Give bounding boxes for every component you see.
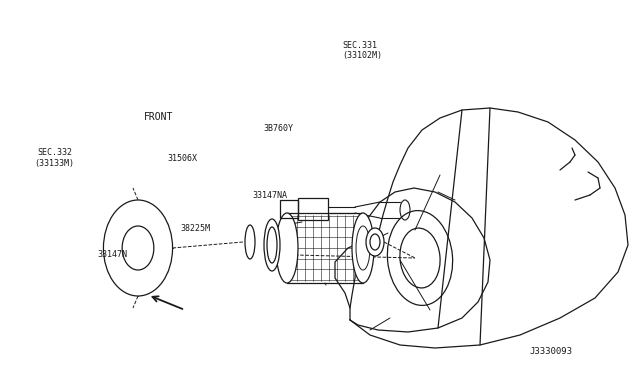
Text: SEC.331
(33102M): SEC.331 (33102M) <box>342 41 383 60</box>
Text: 38225M: 38225M <box>180 224 210 233</box>
Text: J3330093: J3330093 <box>530 347 573 356</box>
Ellipse shape <box>245 225 255 259</box>
Ellipse shape <box>122 226 154 270</box>
Bar <box>280 200 298 218</box>
Text: 31506X: 31506X <box>168 154 197 163</box>
Ellipse shape <box>356 226 370 270</box>
Ellipse shape <box>366 228 384 256</box>
Text: SEC.332
(33133M): SEC.332 (33133M) <box>35 148 74 168</box>
Text: FRONT: FRONT <box>144 112 173 122</box>
Bar <box>298 198 328 220</box>
Ellipse shape <box>267 227 277 263</box>
Ellipse shape <box>370 234 380 250</box>
Text: 33147NA: 33147NA <box>253 191 288 200</box>
Ellipse shape <box>352 213 374 283</box>
Ellipse shape <box>264 219 280 271</box>
Text: 3B760Y: 3B760Y <box>264 124 293 133</box>
Text: 33147N: 33147N <box>97 250 127 259</box>
Ellipse shape <box>276 213 298 283</box>
Ellipse shape <box>104 200 173 296</box>
